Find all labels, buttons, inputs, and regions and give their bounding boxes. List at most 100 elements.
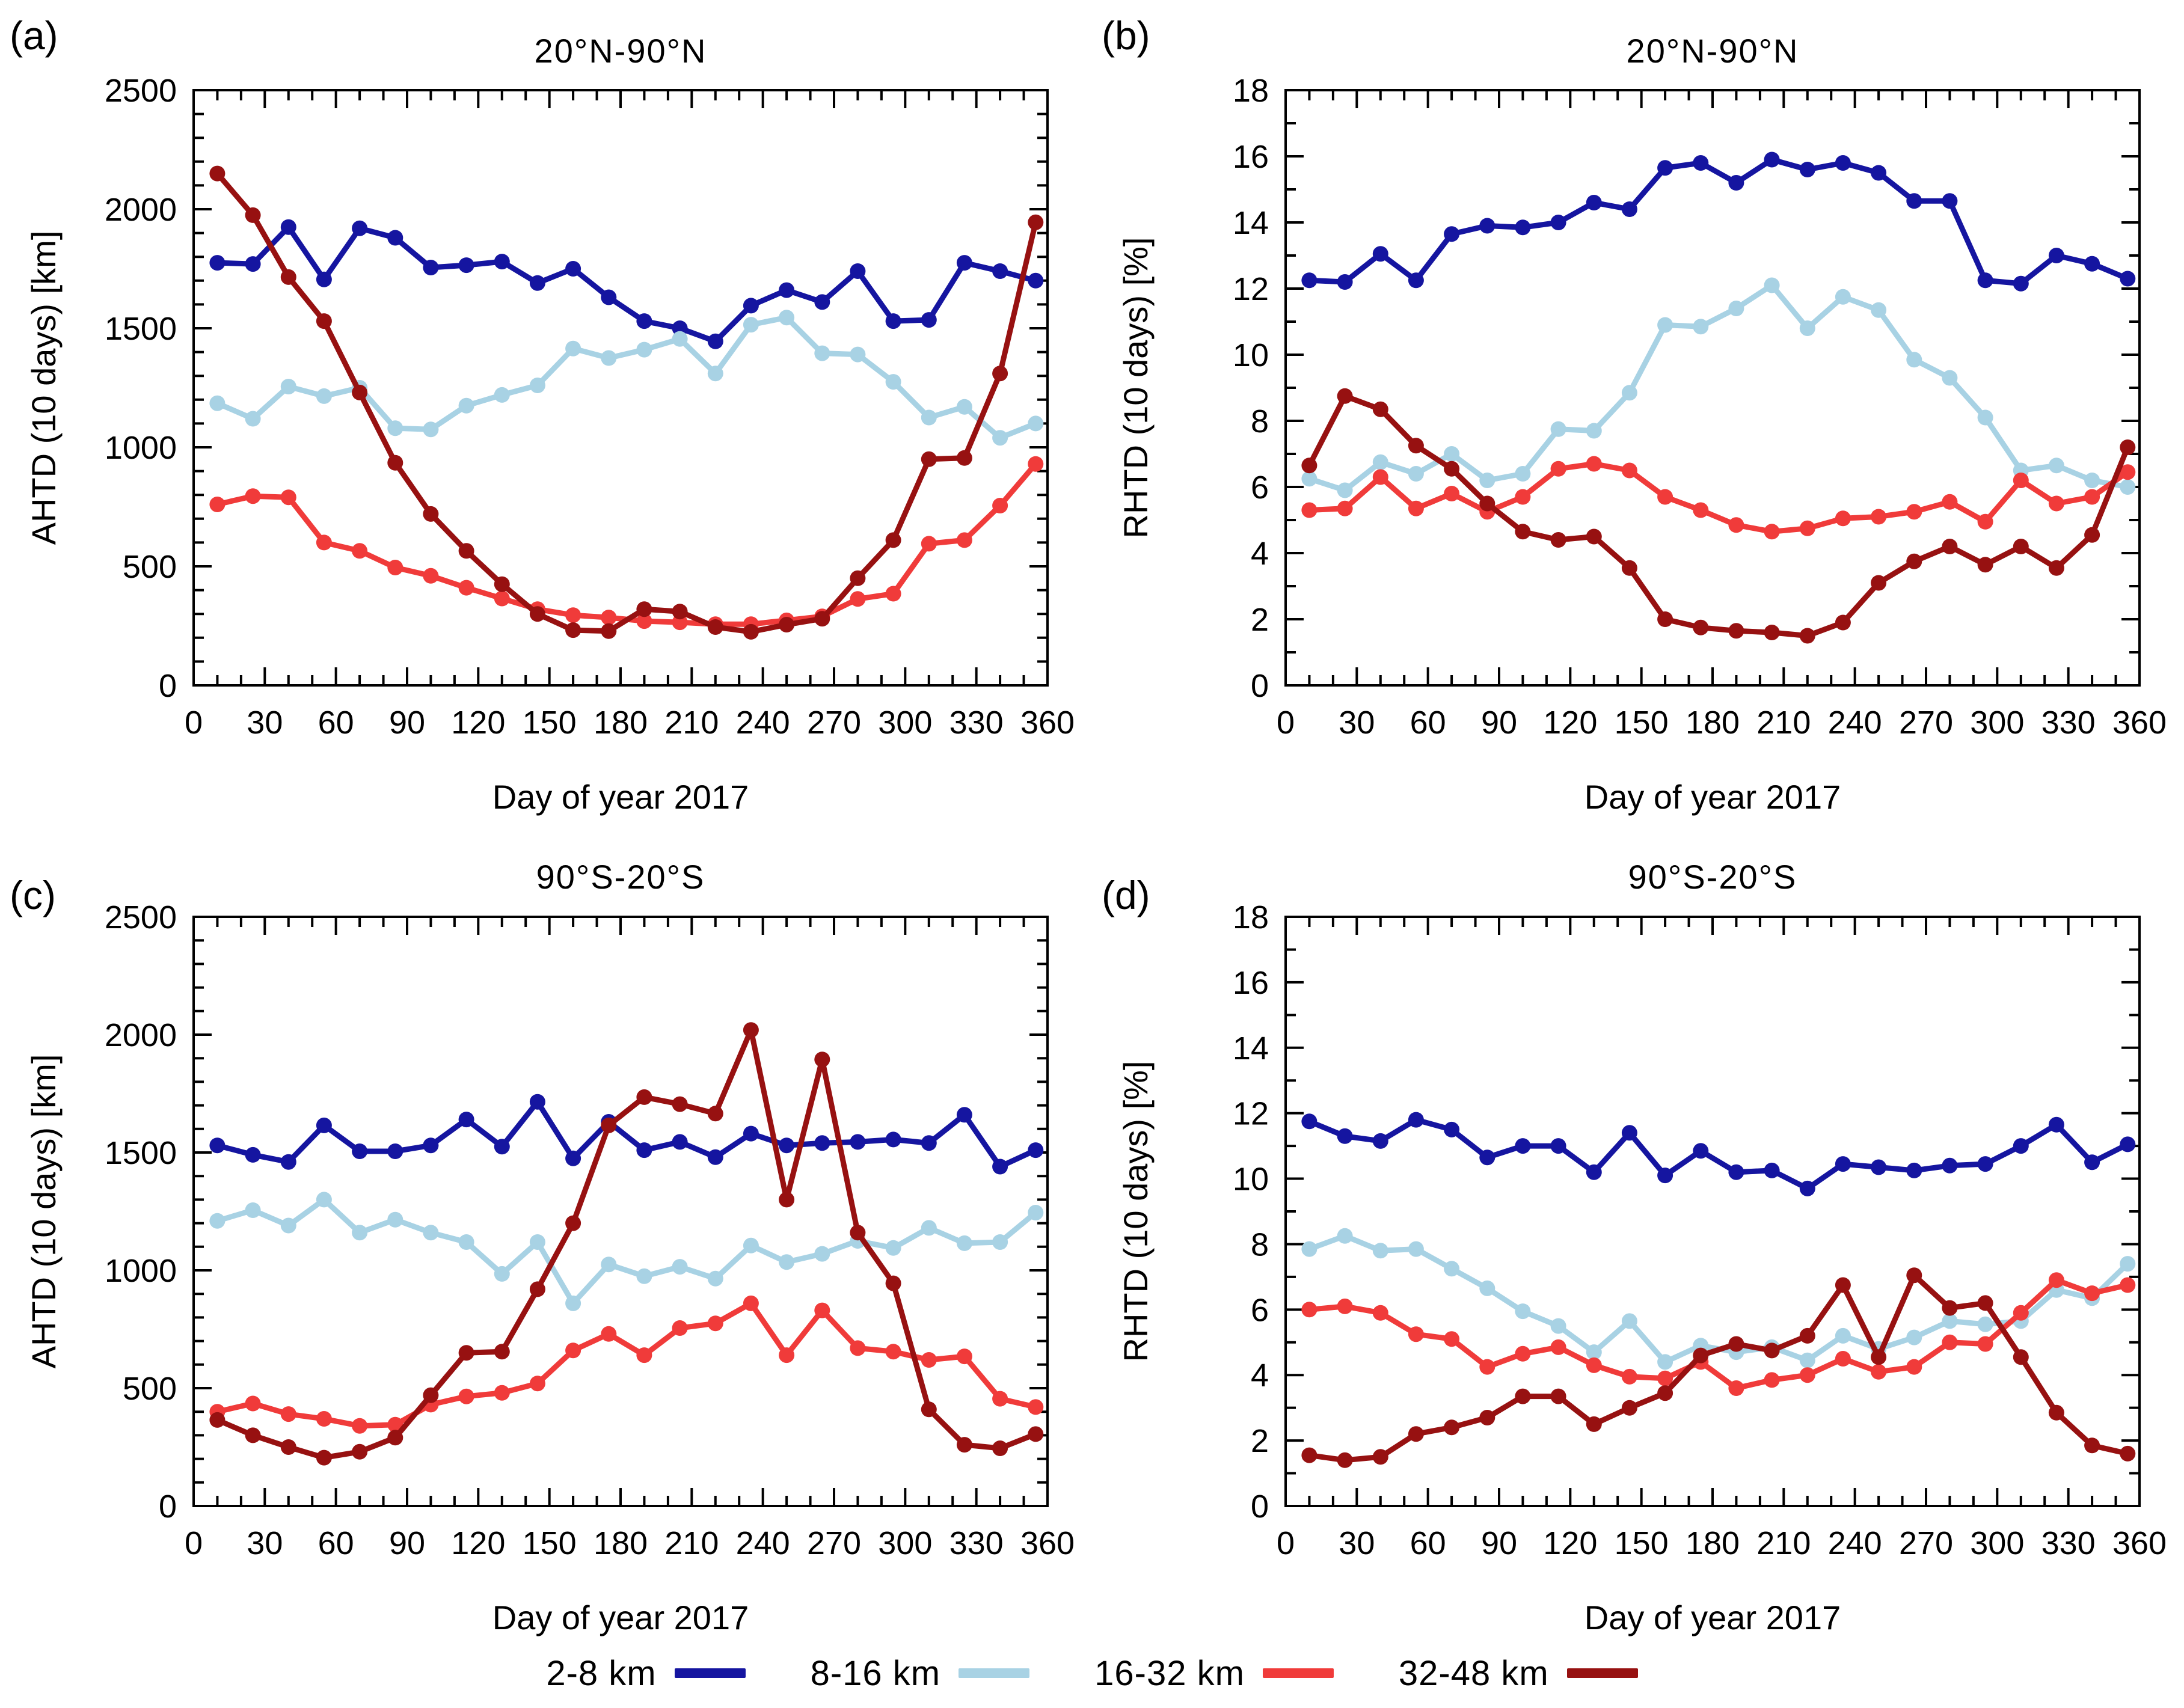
data-point — [1871, 1159, 1887, 1175]
data-point — [1799, 520, 1815, 536]
data-point — [743, 623, 759, 640]
data-point — [672, 1259, 688, 1275]
data-point — [1515, 489, 1531, 505]
x-tick-label: 150 — [523, 1525, 577, 1561]
x-tick-label: 150 — [1615, 1525, 1669, 1561]
data-point — [1444, 1331, 1460, 1347]
y-tick-label: 2 — [1251, 1423, 1269, 1459]
data-point — [1621, 201, 1637, 217]
data-point — [458, 257, 474, 274]
data-point — [1586, 528, 1602, 545]
data-point — [423, 260, 439, 275]
y-tick-label: 14 — [1233, 205, 1269, 241]
data-point — [850, 1225, 866, 1241]
data-point — [1408, 500, 1424, 516]
data-point — [2084, 489, 2100, 505]
data-point — [1408, 438, 1424, 454]
data-point — [316, 1411, 332, 1427]
data-point — [1028, 415, 1044, 432]
data-point — [1728, 517, 1744, 533]
data-point — [743, 1125, 759, 1142]
x-tick-label: 270 — [1899, 1525, 1953, 1561]
data-point — [1479, 1280, 1495, 1296]
y-tick-label: 6 — [1251, 470, 1269, 506]
data-point — [1977, 1336, 1993, 1352]
data-point — [316, 313, 332, 329]
data-point — [814, 1135, 830, 1151]
data-point — [1586, 1344, 1602, 1361]
data-point — [1301, 272, 1317, 289]
data-point — [1906, 553, 1922, 569]
data-point — [956, 450, 972, 466]
data-point — [245, 488, 261, 504]
data-point — [209, 1412, 225, 1428]
plot-border-a — [192, 89, 1049, 687]
data-point — [245, 411, 261, 427]
x-tick-label: 210 — [664, 1525, 719, 1561]
data-point — [956, 1107, 972, 1123]
data-point — [1657, 160, 1673, 176]
data-point — [1728, 1380, 1744, 1396]
data-point — [779, 617, 795, 632]
data-point — [1906, 1359, 1922, 1375]
data-point — [209, 1137, 225, 1154]
data-point — [1835, 155, 1851, 171]
data-point — [992, 430, 1008, 446]
y-tick-label: 10 — [1233, 1162, 1269, 1198]
data-point — [494, 254, 510, 270]
data-point — [1977, 557, 1993, 573]
data-point — [1479, 495, 1495, 512]
data-point — [992, 1391, 1008, 1407]
legend-label: 16-32 km — [1094, 1653, 1245, 1693]
data-point — [423, 421, 439, 438]
data-point — [280, 1154, 296, 1170]
data-point — [1657, 611, 1673, 627]
data-point — [1942, 1300, 1958, 1316]
y-axis-label: AHTD (10 days) [km] — [25, 1054, 63, 1369]
data-point — [316, 271, 332, 287]
data-point — [992, 1440, 1008, 1456]
data-point — [1657, 1354, 1673, 1370]
x-tick-label: 180 — [594, 705, 648, 741]
series-line-32-48km — [214, 1027, 1038, 1461]
data-point — [956, 1437, 972, 1453]
data-point — [707, 333, 723, 349]
data-point — [921, 1352, 937, 1368]
data-point — [2013, 1349, 2029, 1365]
y-tick-label: 2000 — [105, 192, 177, 228]
data-point — [529, 1094, 545, 1110]
x-tick-label: 120 — [1543, 705, 1597, 741]
data-point — [1515, 219, 1531, 236]
data-point — [1550, 1318, 1566, 1334]
x-tick-label: 210 — [1756, 1525, 1811, 1561]
data-point — [1693, 319, 1709, 335]
legend-swatch-32-48km — [1566, 1668, 1638, 1678]
data-point — [1586, 1357, 1602, 1373]
data-point — [1408, 1326, 1424, 1342]
data-point — [529, 1376, 545, 1392]
data-point — [921, 1220, 937, 1236]
data-point — [885, 374, 901, 390]
y-axis-label: RHTD (10 days) [%] — [1117, 237, 1155, 539]
data-point — [458, 1388, 474, 1404]
series-line-16-32km — [214, 461, 1038, 627]
data-point — [1515, 1138, 1531, 1154]
legend-label: 32-48 km — [1398, 1653, 1549, 1693]
data-point — [494, 1385, 510, 1401]
data-point — [885, 586, 901, 602]
legend: 2-8 km 8-16 km 16-32 km 32-48 km — [0, 1640, 2184, 1706]
data-point — [458, 397, 474, 414]
data-point — [1550, 1138, 1566, 1154]
data-point — [1444, 1419, 1460, 1436]
y-axis-label: RHTD (10 days) [%] — [1117, 1061, 1155, 1362]
data-point — [1764, 1372, 1780, 1388]
data-point — [779, 310, 795, 326]
data-point — [1906, 504, 1922, 520]
data-point — [1728, 175, 1744, 191]
data-point — [458, 1234, 474, 1250]
plot-border-d — [1284, 916, 2141, 1507]
data-point — [387, 455, 403, 471]
panel-title: 20°N-90°N — [535, 32, 707, 70]
data-point — [779, 1254, 795, 1270]
data-point — [885, 1240, 901, 1256]
